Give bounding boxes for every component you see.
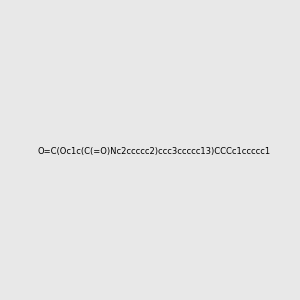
Text: O=C(Oc1c(C(=O)Nc2ccccc2)ccc3ccccc13)CCCc1ccccc1: O=C(Oc1c(C(=O)Nc2ccccc2)ccc3ccccc13)CCCc… bbox=[37, 147, 270, 156]
